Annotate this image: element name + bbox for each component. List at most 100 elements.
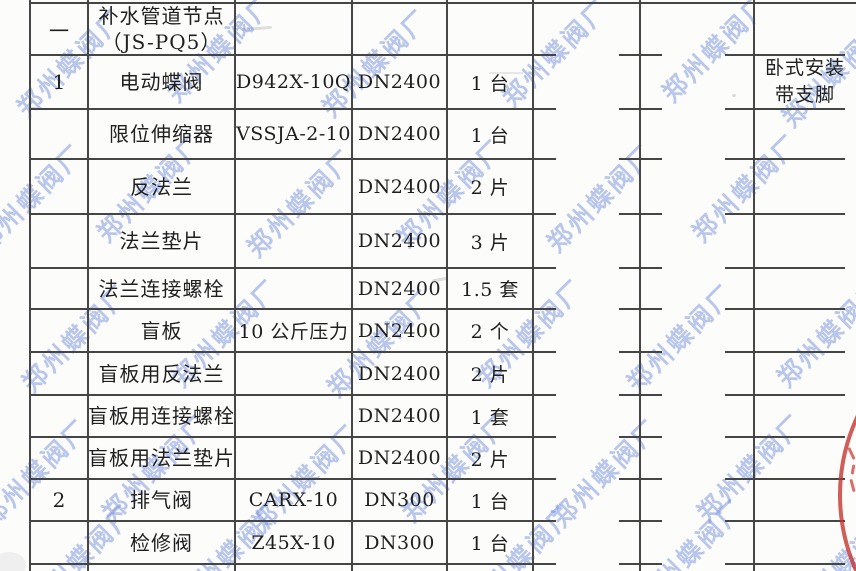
- scan-smudge: [489, 72, 523, 74]
- cell-text: 1 台: [470, 72, 510, 95]
- grid-vertical-line: [532, 0, 534, 571]
- cell-seq-row-1: 一: [30, 3, 88, 55]
- grid-horizontal-line: [619, 54, 662, 56]
- grid-vertical-line: [639, 0, 641, 571]
- cell-text: DN2400: [357, 230, 442, 252]
- cell-qty-row-8: 2 片: [447, 352, 533, 395]
- cell-name-row-8: 盲板用反法兰: [88, 352, 235, 395]
- grid-horizontal-line: [619, 478, 662, 480]
- cell-name-row-6: 法兰连接螺栓: [88, 268, 235, 309]
- cell-name-row-11: 排气阀: [88, 479, 235, 521]
- cell-qty-row-11: 1 台: [447, 479, 533, 521]
- cell-text: CARX-10: [248, 489, 339, 511]
- grid-horizontal-line: [725, 54, 845, 56]
- cell-text: 10 公斤压力: [238, 321, 349, 343]
- grid-horizontal-line: [30, 2, 856, 4]
- cell-text: 盲板: [140, 318, 183, 343]
- cell-text: 2 片: [470, 364, 510, 386]
- cell-name-row-10: 盲板用法兰垫片: [88, 437, 235, 479]
- cell-text: 反法兰: [130, 174, 193, 199]
- grid-vertical-line: [87, 0, 89, 571]
- cell-seq-row-11: 2: [30, 479, 88, 521]
- cell-text: 2 片: [470, 177, 510, 199]
- cell-seq-row-2: 1: [30, 55, 88, 109]
- cell-name-row-1: 补水管道节点 （JS-PQ5）: [88, 3, 235, 55]
- grid-horizontal-line: [30, 478, 556, 480]
- grid-horizontal-line: [725, 478, 845, 480]
- cell-name-row-7: 盲板: [88, 309, 235, 352]
- cell-name-row-4: 反法兰: [88, 159, 235, 214]
- cell-text: 补水管道节点: [98, 4, 225, 28]
- grid-horizontal-line: [619, 108, 662, 110]
- grid-vertical-line: [234, 0, 236, 571]
- grid-horizontal-line: [619, 520, 662, 522]
- cell-spec-row-12: DN300: [352, 521, 447, 564]
- cell-qty-row-12: 1 台: [447, 521, 533, 564]
- grid-horizontal-line: [725, 213, 845, 215]
- cell-text: （JS-PQ5）: [101, 30, 222, 54]
- cell-name-row-3: 限位伸缩器: [88, 109, 235, 159]
- grid-vertical-line: [446, 0, 448, 571]
- cell-text: 1 台: [470, 124, 510, 147]
- cell-spec-row-3: DN2400: [352, 109, 447, 159]
- cell-text: 带支脚: [774, 84, 835, 106]
- grid-horizontal-line: [30, 158, 556, 160]
- grid-horizontal-line: [619, 394, 662, 396]
- cell-text: 2: [52, 488, 66, 512]
- cell-qty-row-6: 1.5 套: [447, 268, 533, 309]
- cell-text: 1 套: [470, 406, 510, 429]
- cell-text: 2 片: [470, 448, 510, 471]
- cell-model-row-11: CARX-10: [235, 479, 352, 521]
- cell-text: 1.5 套: [461, 279, 519, 301]
- cell-text: 电动蝶阀: [119, 70, 204, 94]
- cell-model-row-3: VSSJA-2-10: [235, 109, 352, 159]
- grid-horizontal-line: [725, 308, 845, 310]
- cell-text: Z45X-10: [251, 531, 336, 554]
- grid-horizontal-line: [725, 520, 845, 522]
- cell-text: DN2400: [357, 362, 442, 385]
- cell-name-row-12: 检修阀: [88, 521, 235, 564]
- grid-horizontal-line: [30, 351, 556, 353]
- grid-horizontal-line: [619, 351, 662, 353]
- grid-vertical-line: [753, 0, 755, 571]
- cell-text: 2 个: [470, 321, 510, 343]
- grid-horizontal-line: [725, 436, 845, 438]
- cell-note-row-2: 卧式安装 带支脚: [754, 55, 856, 109]
- cell-text: DN2400: [357, 277, 442, 300]
- grid-horizontal-line: [725, 158, 845, 160]
- grid-horizontal-line: [725, 267, 845, 269]
- grid-vertical-line: [351, 0, 353, 571]
- cell-name-row-2: 电动蝶阀: [88, 55, 235, 109]
- cell-qty-row-3: 1 台: [447, 109, 533, 159]
- cell-text: D942X-10Q: [235, 71, 352, 93]
- cell-text: 卧式安装: [764, 57, 845, 79]
- cell-spec-row-8: DN2400: [352, 352, 447, 395]
- cell-text: 检修阀: [130, 530, 193, 555]
- grid-horizontal-line: [619, 213, 662, 215]
- grid-horizontal-line: [725, 563, 845, 565]
- cell-qty-row-2: 1 台: [447, 55, 533, 109]
- scan-shadow-corner: [0, 552, 26, 571]
- scan-speck: [732, 94, 736, 97]
- grid-horizontal-line: [30, 520, 556, 522]
- cell-spec-row-5: DN2400: [352, 214, 447, 268]
- grid-horizontal-line: [619, 158, 662, 160]
- grid-horizontal-line: [30, 108, 556, 110]
- red-stamp-circle: [838, 308, 856, 571]
- cell-text: 1 台: [470, 490, 510, 513]
- cell-spec-row-7: DN2400: [352, 309, 447, 352]
- cell-text: DN2400: [357, 71, 442, 93]
- cell-text: 3 片: [470, 231, 510, 254]
- grid-vertical-line: [29, 0, 31, 571]
- cell-text: 盲板用反法兰: [98, 361, 225, 386]
- cell-text: DN2400: [357, 123, 442, 145]
- cell-text: 一: [49, 18, 69, 43]
- cell-text: DN2400: [357, 405, 442, 427]
- cell-spec-row-9: DN2400: [352, 395, 447, 437]
- cell-text: DN300: [364, 531, 435, 554]
- cell-text: DN2400: [357, 319, 442, 342]
- cell-qty-row-10: 2 片: [447, 437, 533, 479]
